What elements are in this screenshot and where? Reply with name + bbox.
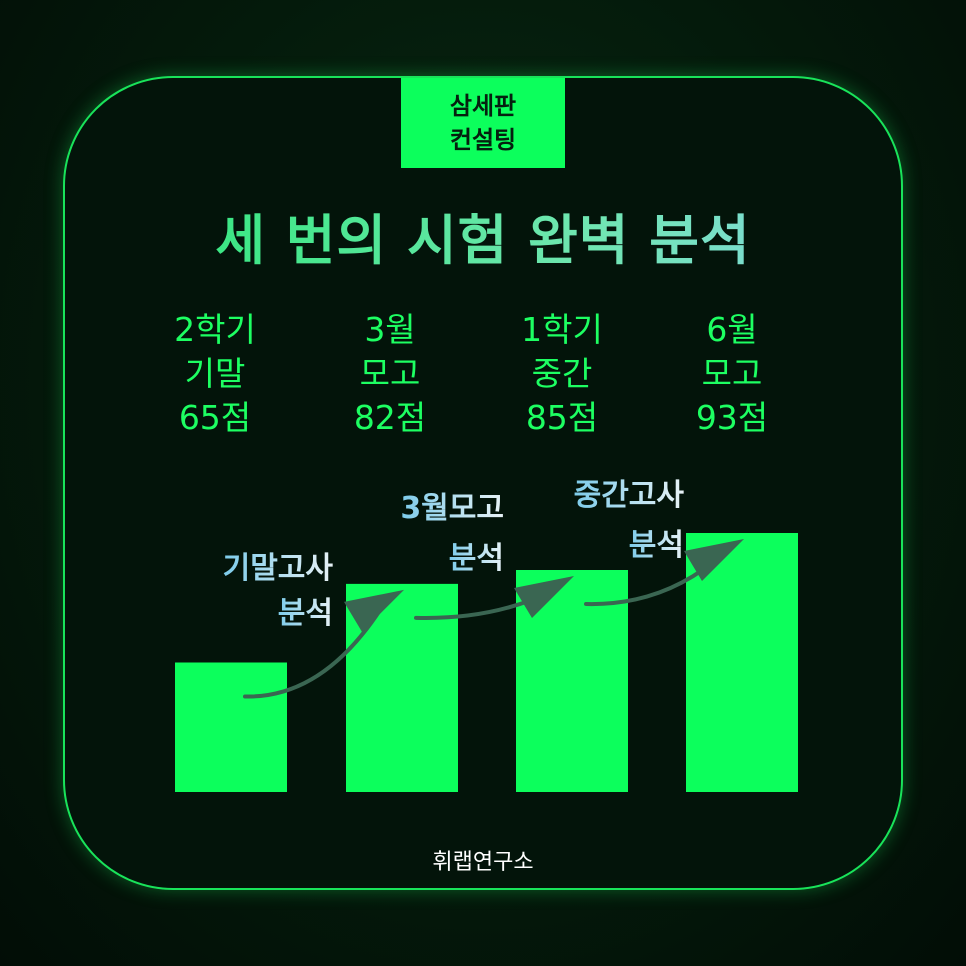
footer-brand: 휘랩연구소 (432, 850, 534, 875)
annotation-3-line1: 중간고사 (574, 478, 685, 513)
exam-term: 6월 (706, 310, 758, 349)
exam-type: 기말 (184, 354, 246, 393)
annotation-1-line2: 분석 (278, 596, 333, 631)
exam-label-1: 2학기 기말 65점 (130, 308, 300, 440)
bar-1 (175, 662, 287, 792)
annotation-2-line1: 3월모고 (400, 491, 504, 526)
arrowhead-icon (514, 576, 574, 618)
exam-term: 3월 (364, 310, 416, 349)
exam-label-4: 6월 모고 93점 (647, 308, 817, 440)
exam-score: 85점 (525, 398, 599, 437)
exam-term: 1학기 (521, 310, 603, 349)
exam-type: 모고 (359, 354, 421, 393)
trend-arrow-line (243, 601, 386, 699)
exam-score: 82점 (353, 398, 427, 437)
exam-score: 65점 (178, 398, 252, 437)
annotation-2-line2: 분석 (449, 541, 504, 576)
arrowhead-icon (684, 539, 744, 581)
exam-term: 2학기 (174, 310, 256, 349)
page-title: 세 번의 시험 완벽 분석 (0, 196, 966, 275)
exam-type: 중간 (531, 354, 593, 393)
annotation-1-line1: 기말고사 (223, 551, 334, 586)
exam-score: 93점 (695, 398, 769, 437)
exam-label-3: 1학기 중간 85점 (477, 308, 647, 440)
annotation-3-line2: 분석 (629, 528, 684, 563)
badge-line2: 컨설팅 (449, 126, 517, 154)
brand-badge: 삼세판 컨설팅 (401, 78, 565, 168)
exam-type: 모고 (701, 354, 763, 393)
badge-line1: 삼세판 (449, 92, 517, 120)
exam-label-2: 3월 모고 82점 (305, 308, 475, 440)
arrowhead-icon (344, 589, 404, 632)
